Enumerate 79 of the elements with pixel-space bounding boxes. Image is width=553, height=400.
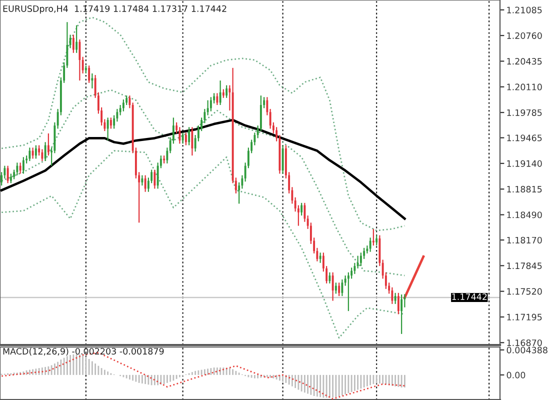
- candlestick: [141, 174, 144, 186]
- candlestick: [206, 100, 209, 116]
- candlestick: [16, 162, 18, 176]
- y-tick-label: 1.17845: [507, 262, 542, 270]
- y-tick-label: 0.00: [506, 372, 526, 378]
- line-series: [0, 89, 406, 276]
- candlestick: [338, 282, 340, 297]
- candlestick: [269, 108, 272, 130]
- candlestick: [88, 64, 90, 84]
- candlestick: [210, 96, 212, 112]
- text: EURUSDpro,H4 1.17419 1.17484 1.17317 1.17442: [3, 5, 226, 14]
- candlestick: [128, 94, 131, 109]
- candlestick: [228, 84, 231, 112]
- candlestick: [360, 252, 362, 267]
- candlestick: [122, 98, 124, 112]
- ref-line-label: 1.17442: [452, 293, 487, 300]
- candlestick: [78, 38, 81, 82]
- candlestick: [391, 286, 394, 304]
- candlestick: [34, 144, 37, 160]
- candlestick: [356, 255, 359, 269]
- y-tick-label: 1.16870: [507, 339, 542, 346]
- y-tick-label: 1.17520: [507, 288, 542, 295]
- candlestick: [82, 56, 84, 74]
- candlestick: [354, 262, 356, 274]
- candlestick: [300, 202, 303, 216]
- y-tick-label: 1.21085: [507, 6, 542, 14]
- line-series: [0, 118, 406, 220]
- candlestick: [226, 84, 228, 98]
- candlestick: [72, 34, 74, 54]
- y-tick-label: 1.19465: [507, 134, 542, 142]
- y-tick-label: 1.18815: [507, 186, 542, 193]
- candlestick: [110, 117, 112, 130]
- candlestick: [397, 292, 400, 315]
- candlestick: [341, 278, 344, 297]
- candlestick: [372, 228, 374, 246]
- y-tick-label: 1.20760: [507, 32, 542, 39]
- candlestick: [28, 147, 31, 162]
- y-tick-label: 1.18490: [507, 212, 542, 218]
- candlestick: [319, 252, 322, 264]
- candlestick: [144, 174, 146, 192]
- candlestick: [332, 272, 334, 302]
- candlestick: [19, 162, 22, 174]
- y-tick-label: 1.19140: [507, 160, 542, 167]
- candlestick: [347, 272, 350, 312]
- candlestick: [216, 92, 218, 106]
- candlestick: [76, 24, 78, 54]
- candlestick: [32, 147, 34, 160]
- candlestick: [400, 294, 403, 334]
- candlestick: [188, 126, 190, 146]
- candlestick: [219, 80, 222, 106]
- candlestick: [22, 156, 24, 174]
- candlestick: [166, 147, 168, 164]
- candlestick: [304, 202, 306, 222]
- y-tick-label: 1.17195: [507, 314, 542, 320]
- candlestick: [184, 132, 187, 146]
- candlestick: [178, 126, 181, 144]
- candlestick: [47, 132, 50, 156]
- candlestick: [69, 34, 72, 49]
- candlestick: [369, 237, 372, 252]
- candlestick: [44, 142, 46, 162]
- candlestick: [6, 165, 9, 184]
- candlestick: [266, 96, 268, 116]
- candlestick: [41, 148, 44, 162]
- line-series: [0, 150, 406, 339]
- y-tick-label: 1.20110: [507, 84, 542, 90]
- candlestick: [154, 169, 156, 190]
- candlestick: [394, 292, 396, 304]
- candlestick: [10, 173, 12, 184]
- y-tick-label: 1.19785: [507, 109, 542, 116]
- candlestick: [106, 117, 109, 142]
- y-tick-label: 1.20435: [507, 58, 542, 65]
- y-tick-label: 0.004388: [506, 346, 548, 354]
- candlestick: [334, 282, 337, 294]
- candlestick: [328, 272, 331, 284]
- chart-title: MACD(12,26,9) -0.002203 -0.001879: [3, 348, 164, 356]
- candlestick: [91, 72, 94, 89]
- candlestick: [191, 126, 194, 156]
- y-tick-label: 1.18170: [507, 236, 542, 244]
- line-series: [0, 16, 406, 232]
